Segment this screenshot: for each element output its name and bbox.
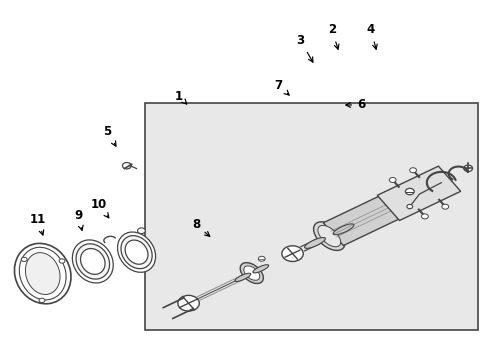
Circle shape	[39, 298, 45, 302]
Ellipse shape	[125, 240, 148, 264]
Ellipse shape	[72, 240, 113, 283]
Bar	[144, 103, 477, 330]
Ellipse shape	[317, 225, 340, 247]
Ellipse shape	[244, 266, 259, 280]
Circle shape	[59, 259, 65, 263]
Circle shape	[388, 177, 395, 183]
Circle shape	[21, 257, 27, 261]
Polygon shape	[323, 186, 420, 246]
Text: 4: 4	[366, 23, 376, 49]
Circle shape	[441, 204, 448, 209]
Ellipse shape	[15, 243, 71, 304]
Text: 7: 7	[274, 79, 288, 95]
Circle shape	[409, 168, 416, 173]
Ellipse shape	[117, 232, 155, 272]
Ellipse shape	[81, 248, 105, 274]
Text: 1: 1	[174, 90, 186, 104]
Polygon shape	[377, 166, 460, 220]
Ellipse shape	[240, 263, 263, 284]
Ellipse shape	[121, 236, 152, 269]
Ellipse shape	[25, 253, 60, 294]
Circle shape	[463, 165, 471, 172]
Text: 11: 11	[30, 213, 46, 235]
Text: 2: 2	[327, 23, 338, 49]
Circle shape	[258, 256, 264, 261]
Ellipse shape	[304, 238, 325, 248]
Circle shape	[137, 228, 145, 234]
Text: 5: 5	[103, 125, 116, 146]
Ellipse shape	[252, 265, 268, 273]
Ellipse shape	[234, 273, 250, 282]
Text: 6: 6	[345, 99, 365, 112]
Text: 3: 3	[296, 34, 312, 62]
Circle shape	[405, 188, 413, 195]
Circle shape	[406, 204, 412, 209]
Circle shape	[421, 214, 427, 219]
Ellipse shape	[19, 247, 66, 300]
Circle shape	[178, 296, 199, 311]
Text: 10: 10	[90, 198, 109, 218]
Ellipse shape	[76, 244, 109, 279]
Text: 9: 9	[74, 209, 83, 230]
Text: 8: 8	[191, 218, 209, 236]
Ellipse shape	[332, 224, 353, 235]
Ellipse shape	[313, 222, 344, 251]
Circle shape	[281, 246, 303, 261]
Circle shape	[122, 162, 131, 169]
